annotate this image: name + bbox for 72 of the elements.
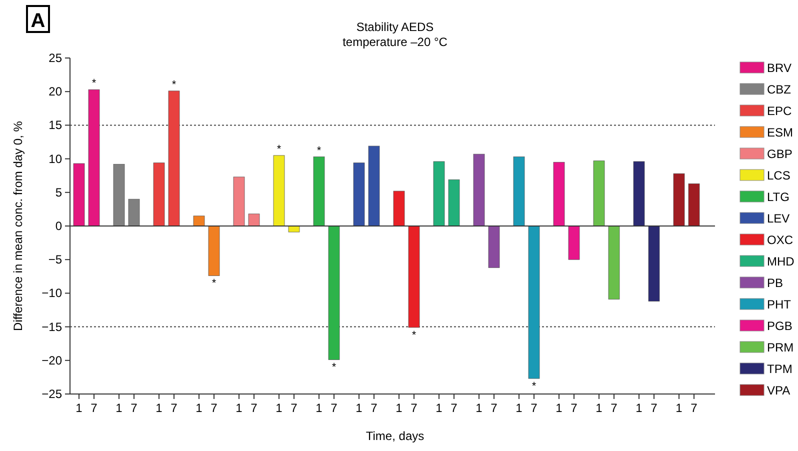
data-label: *	[276, 143, 282, 156]
x-tick-label: 7	[130, 401, 138, 415]
legend-label: LCS	[767, 168, 790, 182]
data-label: *	[412, 329, 417, 342]
x-tick-label: 1	[76, 401, 83, 415]
y-tick-label: 10	[48, 152, 62, 166]
x-tick-label: 7	[610, 401, 618, 415]
x-tick-label: 1	[276, 401, 283, 415]
y-tick-label: 25	[48, 51, 62, 65]
data-label: *	[532, 380, 537, 393]
legend-label: EPC	[767, 104, 792, 118]
y-tick-label: 20	[48, 84, 62, 99]
x-tick-label: 7	[170, 401, 178, 415]
y-tick-label: 0	[55, 219, 62, 233]
x-tick-label: 1	[596, 401, 603, 415]
x-tick-label: 1	[236, 401, 243, 415]
y-tick-label: −20	[42, 353, 62, 368]
x-tick-label: 1	[676, 401, 683, 415]
legend-label: VPA	[767, 384, 790, 398]
legend-label: BRV	[767, 61, 792, 75]
chart-title: Stability AEDS	[356, 20, 434, 34]
data-label: *	[332, 362, 337, 374]
x-tick-label: 7	[690, 401, 698, 415]
legend-label: ESM	[767, 126, 794, 140]
legend-label: PHT	[767, 298, 792, 312]
x-tick-label: 7	[90, 401, 98, 415]
x-tick-label: 7	[370, 401, 378, 415]
legend-label: PRM	[767, 340, 794, 354]
x-tick-label: 7	[250, 401, 258, 415]
legend-label: MHD	[767, 254, 795, 268]
x-tick-label: 1	[316, 401, 323, 415]
y-tick-label: −5	[48, 252, 62, 267]
x-tick-label: 7	[490, 401, 498, 415]
x-tick-label: 1	[156, 401, 163, 415]
legend-label: LEV	[767, 212, 790, 226]
y-tick-label: −10	[42, 286, 62, 300]
x-tick-label: 1	[556, 401, 563, 415]
legend-label: GBP	[767, 147, 792, 161]
x-tick-label: 1	[436, 401, 443, 415]
legend-label: LTG	[767, 190, 790, 204]
x-tick-label: 1	[396, 401, 403, 415]
y-tick-label: −25	[42, 387, 62, 401]
data-label: *	[172, 78, 177, 91]
legend-label: PGB	[767, 319, 792, 333]
x-tick-label: 1	[516, 401, 523, 415]
x-tick-label: 1	[476, 401, 483, 415]
legend-label: OXC	[767, 233, 794, 247]
x-tick-label: 1	[636, 401, 643, 415]
legend-label: CBZ	[767, 82, 791, 96]
x-tick-label: 7	[570, 401, 578, 415]
y-axis-title: Difference in mean conc. from day 0, %	[11, 120, 25, 331]
x-tick-label: 7	[290, 401, 298, 415]
x-tick-label: 7	[410, 401, 418, 415]
data-label: *	[212, 278, 217, 290]
text: A	[30, 10, 46, 32]
x-tick-label: 1	[196, 401, 203, 415]
legend-label: TPM	[767, 362, 792, 376]
x-axis-title: Time, days	[366, 429, 424, 443]
x-tick-label: 7	[650, 401, 658, 415]
x-tick-label: 7	[330, 401, 338, 415]
x-tick-label: 1	[116, 401, 123, 415]
x-tick-label: 7	[210, 401, 218, 415]
x-tick-label: 1	[356, 401, 363, 415]
y-tick-label: −15	[42, 320, 62, 334]
data-label: *	[92, 78, 97, 90]
y-tick-label: 15	[48, 118, 62, 132]
y-tick-label: 5	[55, 185, 62, 200]
chart-subtitle: temperature –20 °C	[342, 35, 448, 49]
x-tick-label: 7	[530, 401, 538, 415]
legend-label: PB	[767, 276, 784, 290]
data-label: *	[316, 144, 322, 157]
x-tick-label: 7	[450, 401, 458, 415]
